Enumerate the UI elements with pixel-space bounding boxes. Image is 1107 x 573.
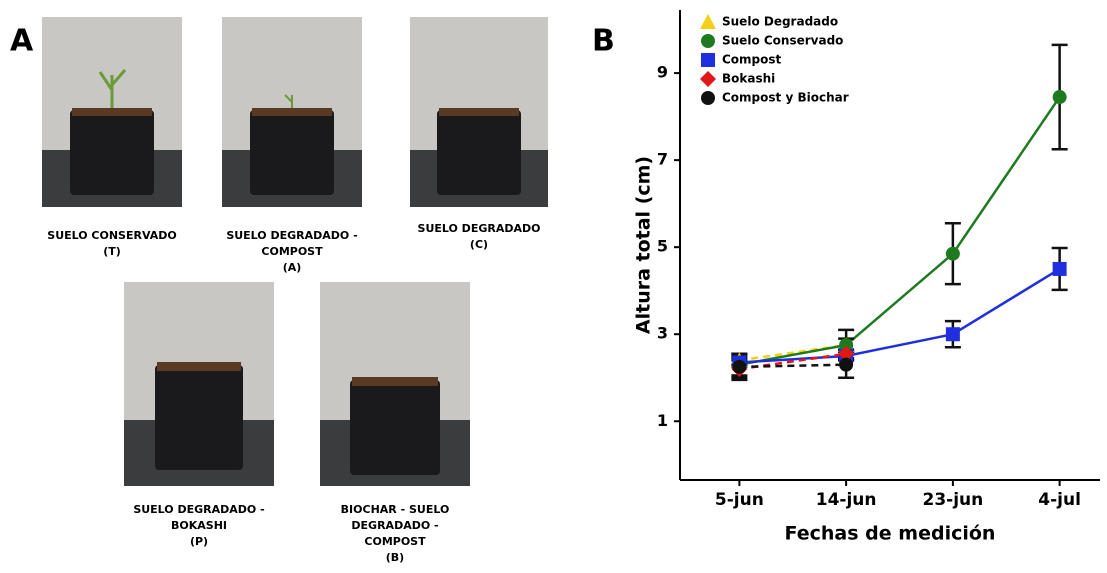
photo-caption: SUELO DEGRADADO - xyxy=(133,503,264,516)
y-tick-label: 3 xyxy=(657,324,668,343)
legend-item: Compost xyxy=(701,53,782,67)
x-tick-label: 14-jun xyxy=(816,490,877,510)
panel-label: B xyxy=(592,24,615,59)
legend-label: Compost y Biochar xyxy=(722,91,849,105)
series-line xyxy=(739,363,847,369)
legend-item: Suelo Conservado xyxy=(701,34,843,48)
y-tick-label: 7 xyxy=(657,150,668,169)
photo-caption: (A) xyxy=(283,261,302,274)
legend-item: Suelo Degradado xyxy=(700,14,838,29)
y-tick-label: 9 xyxy=(657,63,668,82)
photo-caption: SUELO DEGRADADO xyxy=(418,222,541,235)
panel-label: A xyxy=(10,24,34,59)
x-tick-label: 5-jun xyxy=(715,490,764,510)
photo-caption: COMPOST xyxy=(364,535,426,548)
photo-caption: DEGRADADO - xyxy=(351,519,438,532)
marker xyxy=(945,327,960,342)
photo xyxy=(410,17,548,207)
photo-caption: SUELO CONSERVADO xyxy=(47,229,176,242)
marker xyxy=(1052,261,1067,276)
photo-caption: SUELO DEGRADADO - xyxy=(226,229,357,242)
photos xyxy=(42,17,548,486)
series-line xyxy=(739,267,1061,364)
photo xyxy=(124,282,274,486)
marker xyxy=(701,53,715,67)
photo xyxy=(320,282,470,486)
marker xyxy=(839,338,854,353)
photo-caption: (P) xyxy=(190,535,208,548)
marker xyxy=(701,34,715,48)
series-line xyxy=(739,96,1061,366)
photo-caption: (C) xyxy=(470,238,488,251)
legend-label: Suelo Conservado xyxy=(722,34,843,48)
photo-caption: (B) xyxy=(386,551,404,564)
legend-item: Bokashi xyxy=(700,71,775,87)
legend-label: Bokashi xyxy=(722,72,775,86)
photo-caption: BIOCHAR - SUELO xyxy=(341,503,450,516)
photo-caption: (T) xyxy=(103,245,121,258)
marker xyxy=(945,246,960,261)
marker xyxy=(838,345,855,362)
x-axis-label: Fechas de medición xyxy=(785,523,996,545)
legend-item: Compost y Biochar xyxy=(701,91,849,105)
photo xyxy=(222,17,362,207)
marker xyxy=(700,14,716,29)
y-tick-label: 5 xyxy=(657,237,668,256)
y-axis-label: Altura total (cm) xyxy=(633,156,655,334)
marker xyxy=(701,91,715,105)
legend-label: Suelo Degradado xyxy=(722,15,838,29)
legend-label: Compost xyxy=(722,53,782,67)
marker xyxy=(700,71,716,87)
marker xyxy=(1052,90,1067,105)
photo-caption: COMPOST xyxy=(261,245,323,258)
x-tick-label: 23-jun xyxy=(923,490,984,510)
y-tick-label: 1 xyxy=(657,411,668,430)
x-tick-label: 4-jul xyxy=(1038,490,1081,510)
photo-caption: BOKASHI xyxy=(171,519,227,532)
photo xyxy=(42,17,182,207)
marker xyxy=(839,357,854,372)
marker xyxy=(732,359,747,374)
